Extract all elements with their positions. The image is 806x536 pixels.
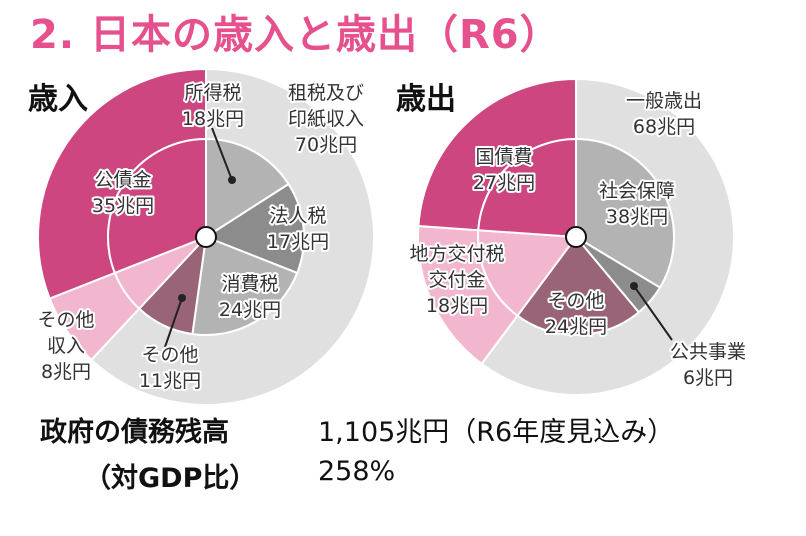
expenditure-center-hole [565,226,587,248]
debt-value: 1,105兆円（R6年度見込み） [318,417,675,448]
revenue-label-consumption-tax: 消費税 24兆円 [219,273,281,321]
revenue-chart-title: 歳入 [28,82,88,117]
revenue-leader-other-dot [178,294,186,302]
revenue-label-tax-revenue: 租税及び印紙収入 70兆円 [288,82,364,156]
revenue-label-bonds: 公債金 35兆円 [92,169,154,217]
page-title: 2. 日本の歳入と歳出（R6） [30,12,561,58]
revenue-label-other-income: その他収入 8兆円 [37,309,94,383]
expenditure-ring [417,77,735,396]
ratio-label: （対GDP比） [84,463,257,494]
ratio-value: 258% [318,456,396,487]
revenue-leader-income-tax [211,127,233,181]
expenditure-ring-divider [477,138,675,336]
revenue-label-income-tax: 所得税 18兆円 [182,82,244,130]
revenue-label-other: その他 11兆円 [139,344,201,392]
expenditure-label-general: 一般歳出 68兆円 [626,90,702,138]
revenue-leader-income-tax-dot [228,176,236,184]
expenditure-label-other: その他 24兆円 [545,290,607,338]
revenue-ring [37,67,375,406]
expenditure-label-debt-service: 国債費 27兆円 [473,146,535,194]
revenue-center-hole [195,226,217,248]
expenditure-label-public-works: 公共事業 6兆円 [670,341,746,389]
expenditure-leader-public-works [633,285,673,341]
expenditure-chart-title: 歳出 [396,82,456,117]
expenditure-leader-public-works-dot [630,282,638,290]
revenue-ring-divider [107,138,305,336]
debt-label: 政府の債務残高 [40,417,229,448]
leader-lines [164,127,673,348]
expenditure-label-local-allocation: 地方交付税交付金 18兆円 [409,243,504,317]
expenditure-label-social-security: 社会保障 38兆円 [599,180,675,228]
revenue-label-corporate-tax: 法人税 17兆円 [267,205,329,253]
revenue-leader-other [164,297,183,348]
